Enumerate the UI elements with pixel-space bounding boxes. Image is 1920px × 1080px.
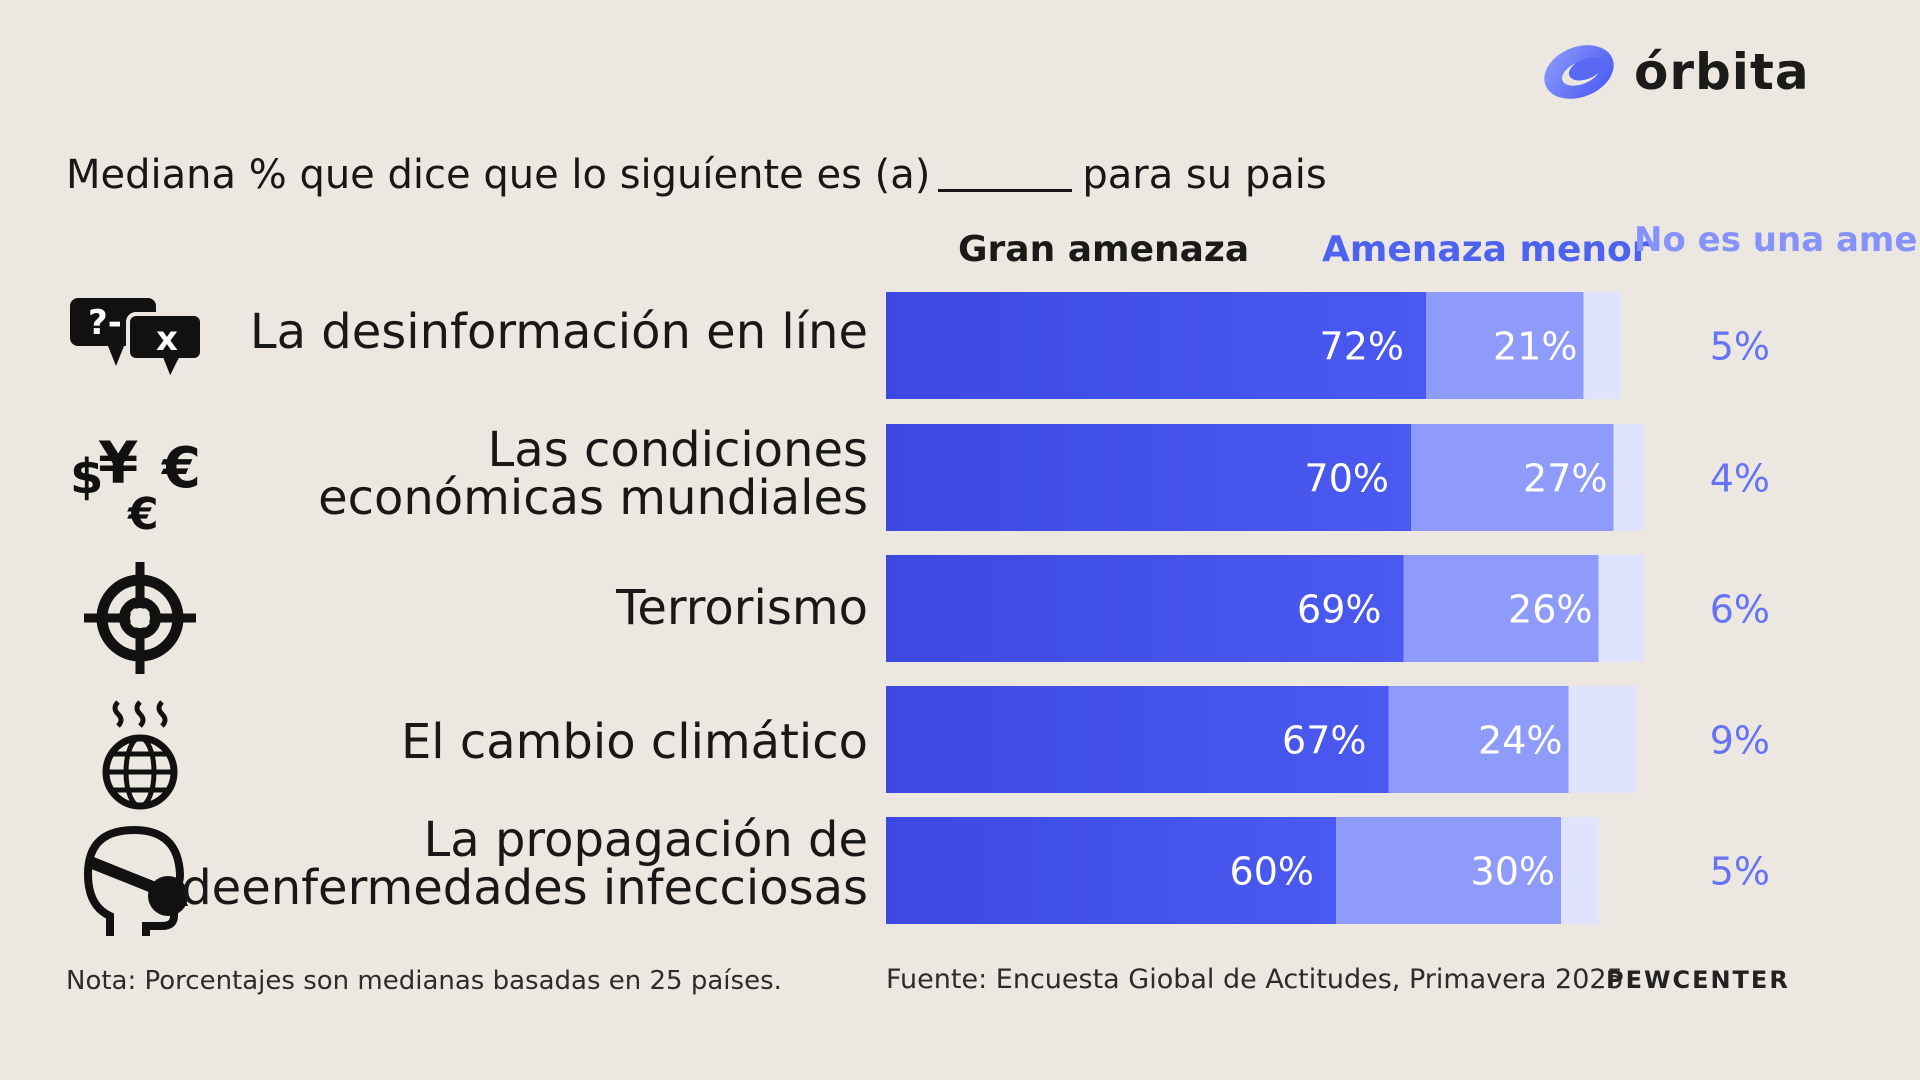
footnote: Nota: Porcentajes son medianas basadas e… [66, 966, 782, 996]
label-great-2: 69% [1297, 588, 1381, 632]
currency-dollar: $ [70, 449, 103, 505]
label-none-3: 9% [1710, 719, 1770, 763]
bar-none-0 [1583, 292, 1621, 399]
legend-great-threat: Gran amenaza [958, 229, 1250, 270]
bar-minor-3 [1388, 686, 1569, 793]
bar-minor-0 [1426, 292, 1584, 399]
subtitle-blank [938, 155, 1073, 192]
currency-yen: ¥ [98, 429, 138, 497]
label-great-3: 67% [1282, 719, 1366, 763]
logo-text: órbita [1634, 43, 1810, 101]
row-label-economy: Las condiciones económicas mundiales [318, 422, 868, 526]
label-none-0: 5% [1710, 325, 1770, 369]
bar-none-3 [1568, 686, 1636, 793]
label-none-4: 5% [1710, 850, 1770, 894]
misinformation-speech-bubbles-icon: ?- x [70, 298, 204, 385]
row-label-terrorism: Terrorismo [616, 580, 868, 636]
bar-great-2 [886, 555, 1404, 662]
bar-minor-4 [1336, 817, 1561, 924]
orbita-logo: órbita [1536, 38, 1810, 106]
masked-head-icon [83, 825, 189, 936]
bar-none-1 [1613, 424, 1644, 531]
brand-wordmark: PEWCENTER [1606, 966, 1790, 994]
currency-symbols-icon: $ ¥ € € [70, 429, 201, 540]
row-label-climate: El cambio climático [400, 714, 868, 770]
orbit-logo-icon [1544, 45, 1614, 99]
crosshair-target-icon [84, 562, 196, 674]
label-great-0: 72% [1320, 325, 1404, 369]
chart-subtitle: Mediana % que dice que lo siguíente es (… [66, 152, 1327, 198]
label-minor-2: 26% [1508, 588, 1592, 632]
label-minor-0: 21% [1493, 325, 1577, 369]
legend-minor-threat: Amenaza menor [1322, 229, 1650, 270]
bar-none-4 [1561, 817, 1599, 924]
source-note: Fuente: Encuesta Giobal de Actitudes, Pr… [886, 964, 1624, 995]
label-minor-3: 24% [1478, 719, 1562, 763]
subtitle-before: Mediana % que dice que lo siguíente es (… [66, 152, 931, 198]
bar-great-3 [886, 686, 1389, 793]
row-label-disease: La propagación de deenfermedades infecci… [181, 812, 868, 916]
currency-euro: € [160, 436, 201, 501]
label-great-4: 60% [1230, 850, 1314, 894]
misinfo-question-text: ?- [88, 303, 122, 343]
bar-minor-1 [1411, 424, 1614, 531]
bar-minor-2 [1403, 555, 1599, 662]
row-label-disinformation: La desinformación en líne [249, 304, 868, 360]
label-great-1: 70% [1305, 457, 1389, 501]
label-minor-1: 27% [1523, 457, 1607, 501]
label-minor-4: 30% [1471, 850, 1555, 894]
bar-great-1 [886, 424, 1411, 531]
warming-globe-icon [102, 700, 178, 810]
label-none-2: 6% [1710, 588, 1770, 632]
bar-great-4 [886, 817, 1336, 924]
bar-great-0 [886, 292, 1426, 399]
label-none-1: 4% [1710, 457, 1770, 501]
subtitle-after: para su pais [1082, 152, 1327, 198]
bar-none-2 [1598, 555, 1644, 662]
currency-euro-small: € [127, 489, 159, 540]
misinfo-x-text: x [156, 319, 178, 359]
